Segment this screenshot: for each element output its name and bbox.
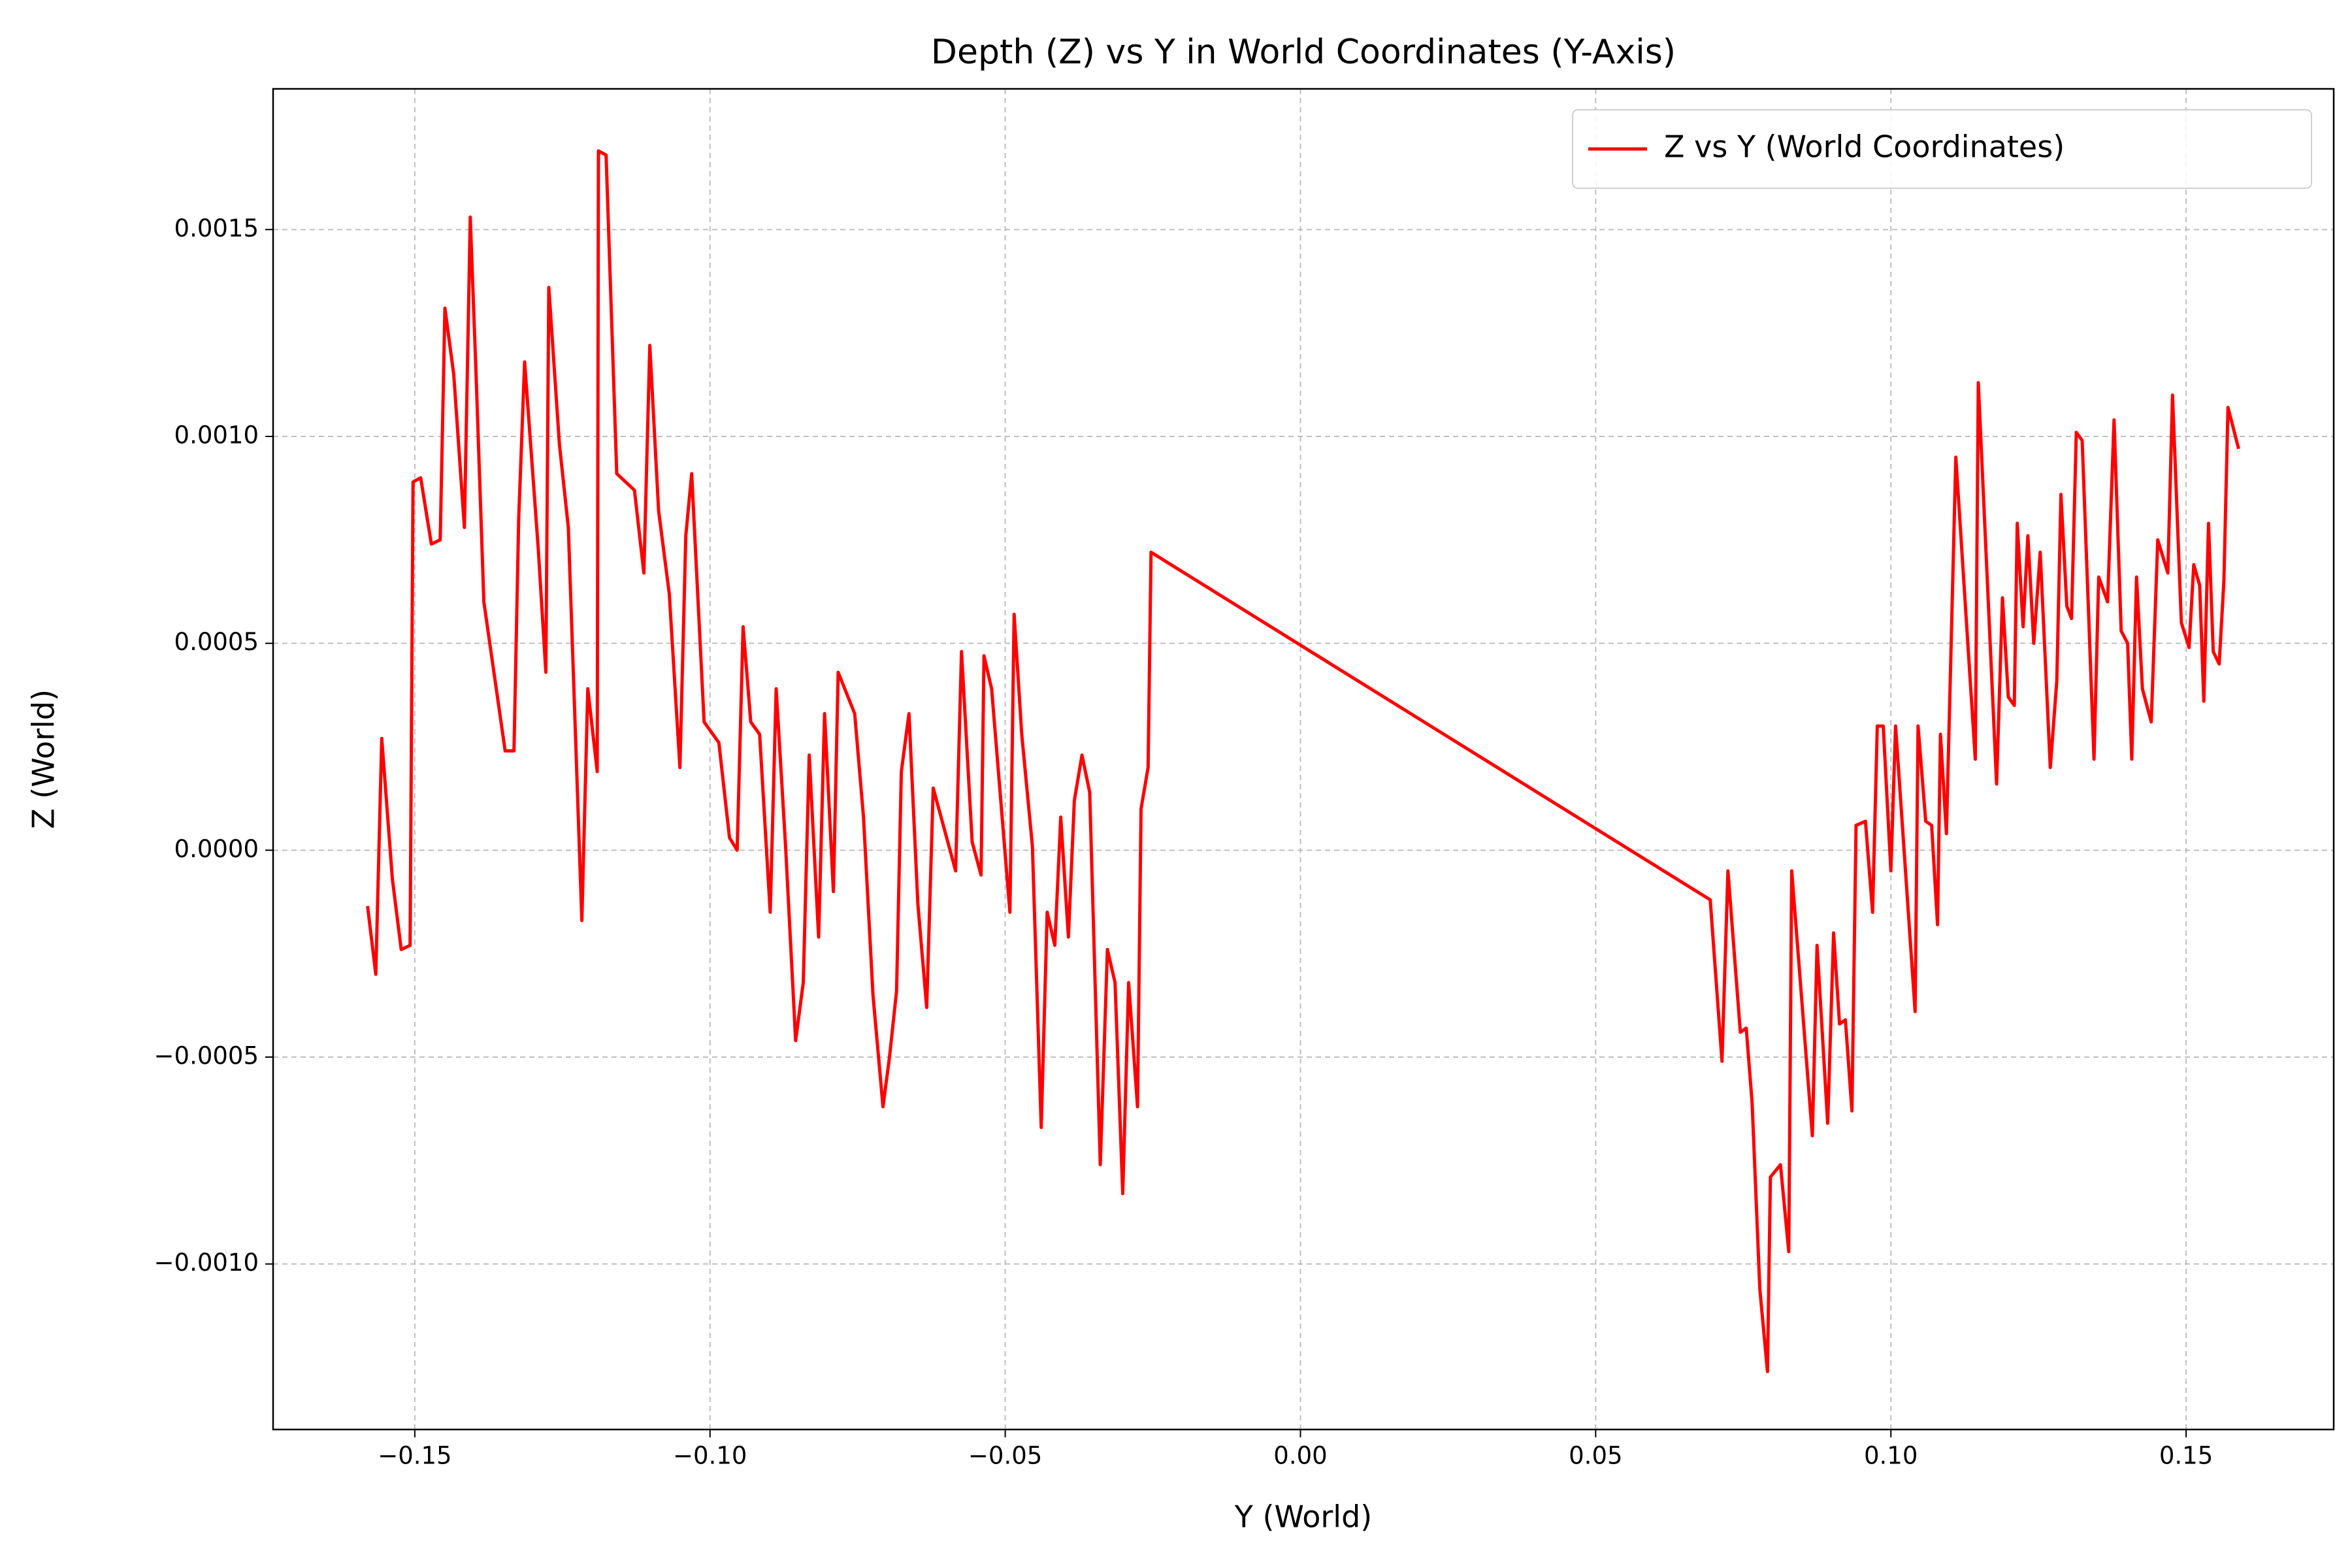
x-tick-label: 0.15: [2159, 1442, 2213, 1470]
x-tick-label: −0.10: [673, 1442, 747, 1470]
y-tick-label: −0.0010: [154, 1249, 259, 1277]
x-tick-label: −0.05: [968, 1442, 1042, 1470]
y-tick-label: 0.0015: [174, 214, 259, 242]
legend-label: Z vs Y (World Coordinates): [1664, 129, 2065, 165]
y-tick-label: −0.0005: [154, 1042, 259, 1070]
x-tick-label: 0.00: [1273, 1442, 1327, 1470]
x-tick-label: 0.05: [1569, 1442, 1622, 1470]
x-tick-label: 0.10: [1864, 1442, 1918, 1470]
y-tick-label: 0.0010: [174, 421, 259, 449]
x-tick-label: −0.15: [378, 1442, 451, 1470]
data-line: [366, 149, 2240, 1373]
chart-title: Depth (Z) vs Y in World Coordinates (Y-A…: [931, 33, 1676, 72]
x-axis-label: Y (World): [1234, 1499, 1372, 1535]
y-tick-label: 0.0005: [174, 628, 259, 656]
legend-box: [1572, 109, 2312, 189]
y-tick-label: 0.0000: [174, 835, 259, 863]
plot-frame: [272, 88, 2335, 1431]
y-axis-label: Z (World): [26, 689, 61, 829]
